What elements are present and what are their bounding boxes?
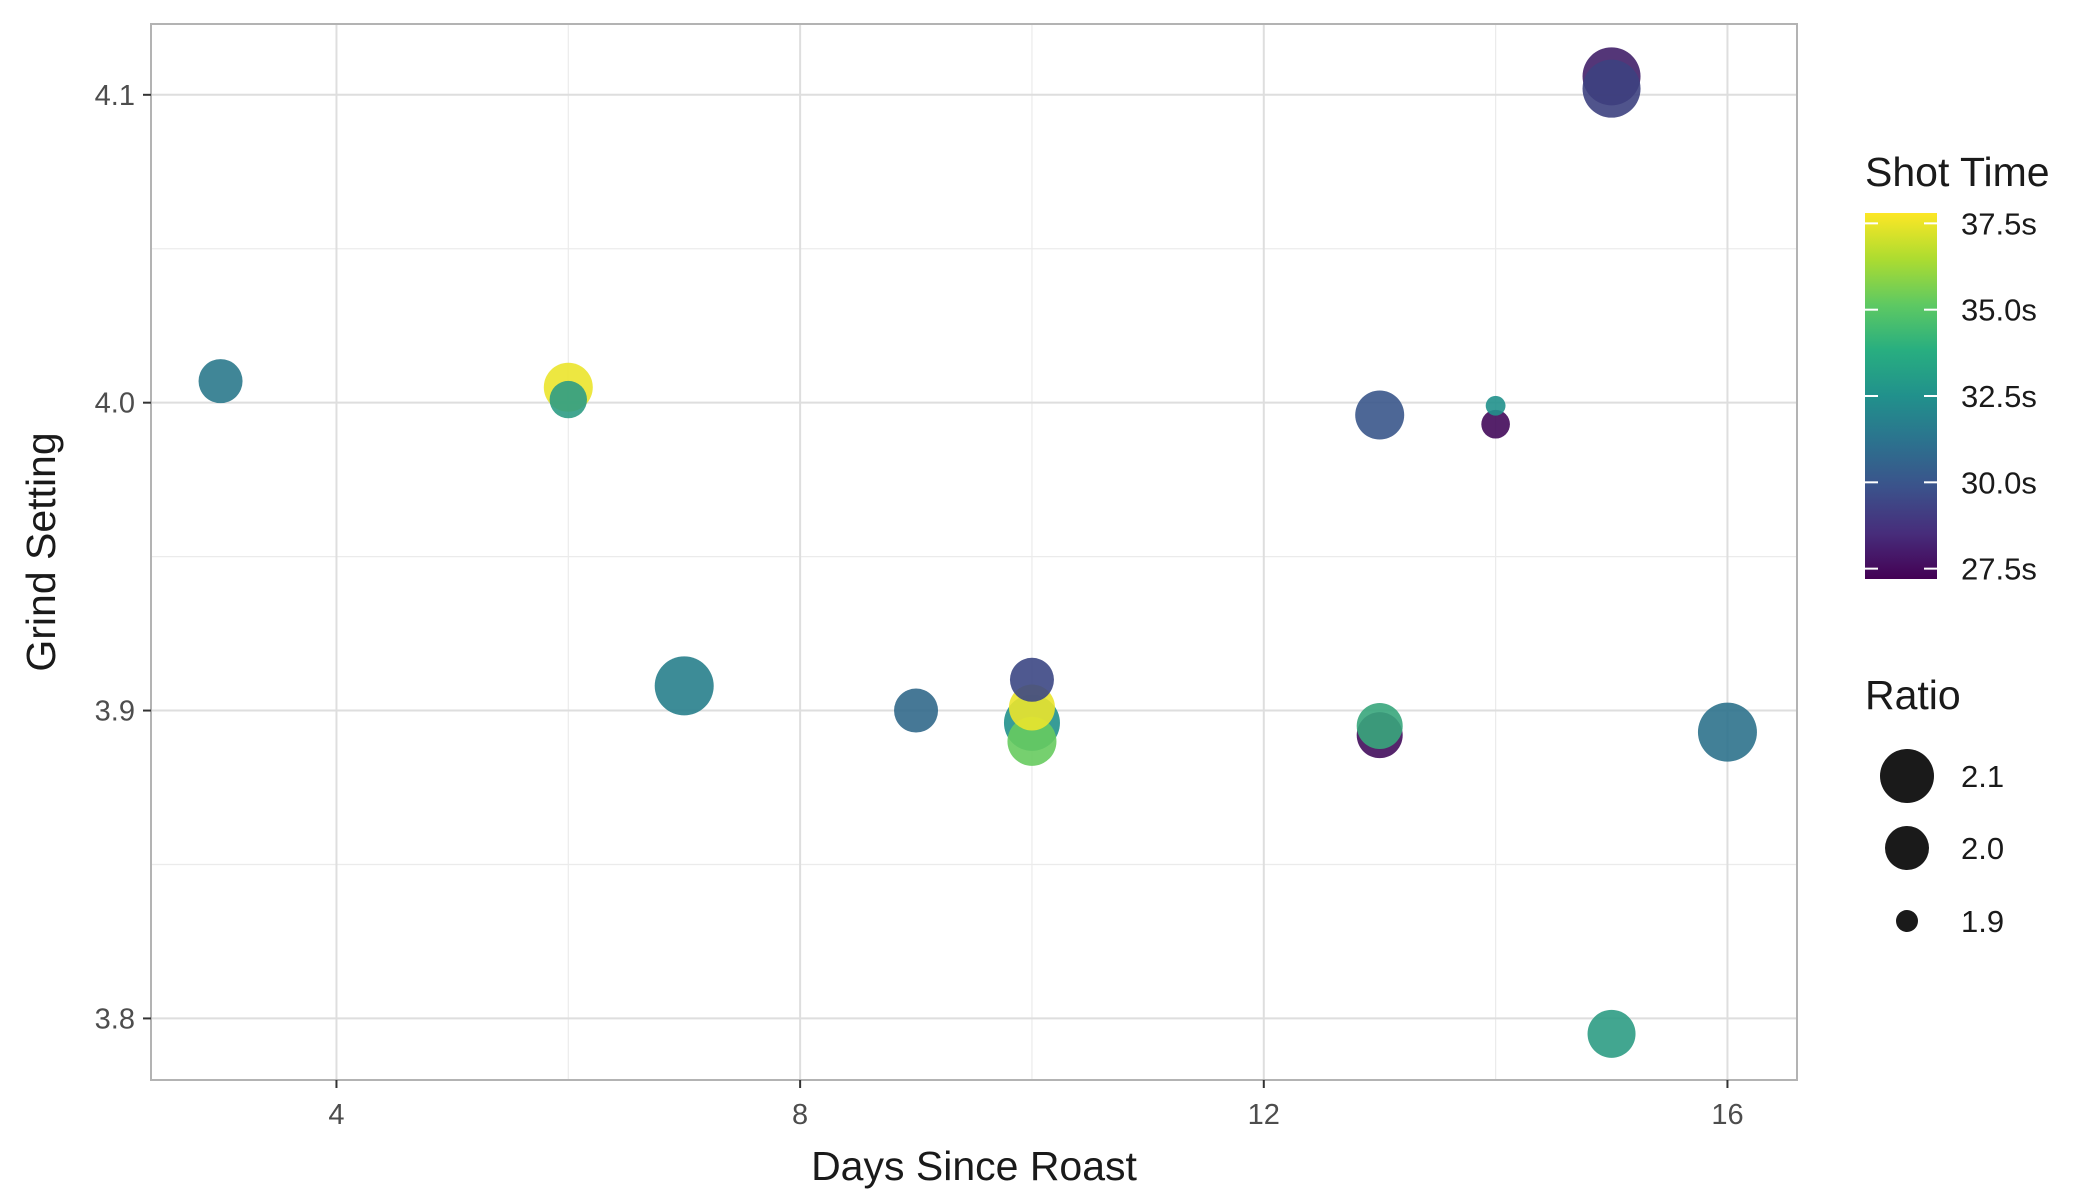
data-point xyxy=(1009,657,1054,702)
plot-background xyxy=(151,24,1797,1080)
plot-border xyxy=(150,23,1798,1081)
colorbar-ticks: 37.5s 35.0s 32.5s 30.0s 27.5s xyxy=(1865,206,2037,587)
x-tick-label: 12 xyxy=(1248,1099,1280,1131)
colorbar-tick-label: 27.5s xyxy=(1961,552,2037,587)
y-tick-label: 3.9 xyxy=(95,696,135,728)
y-tick-label: 3.8 xyxy=(95,1003,135,1035)
y-tick-label: 4.0 xyxy=(95,388,135,420)
data-point xyxy=(1355,390,1405,440)
plot-panel xyxy=(150,23,1798,1081)
x-tick-label: 8 xyxy=(792,1099,808,1131)
x-tick-label: 16 xyxy=(1711,1099,1743,1131)
y-axis: 3.8 3.9 4.0 4.1 xyxy=(95,80,151,1035)
data-point xyxy=(1485,395,1506,416)
colorbar-tick-label: 35.0s xyxy=(1961,293,2037,328)
data-point xyxy=(894,688,939,733)
ratio-legend-keys: 2.1 2.0 1.9 xyxy=(1880,749,2004,939)
major-gridlines xyxy=(151,24,1797,1080)
ratio-legend: Ratio 2.1 2.0 1.9 xyxy=(1865,672,2004,939)
data-point xyxy=(1007,716,1057,766)
data-points xyxy=(198,47,1757,1058)
data-point xyxy=(1356,702,1403,749)
colorbar-tick-label: 37.5s xyxy=(1961,206,2037,241)
minor-gridlines xyxy=(151,24,1797,1080)
shot-time-legend-title: Shot Time xyxy=(1865,149,2050,195)
colorbar-tick-label: 32.5s xyxy=(1961,379,2037,414)
data-point xyxy=(549,380,587,419)
ratio-legend-key xyxy=(1885,826,1929,870)
x-axis: 4 8 12 16 xyxy=(328,1080,1744,1131)
data-point xyxy=(1481,409,1510,439)
ratio-legend-key xyxy=(1896,910,1918,932)
data-point xyxy=(654,656,714,716)
data-point xyxy=(1697,702,1757,762)
data-point xyxy=(1582,59,1641,118)
shot-time-legend: Shot Time 37.5s 35.0s 32.5s 30.0s 27.5s xyxy=(1865,149,2050,587)
ratio-legend-label: 2.1 xyxy=(1961,759,2004,794)
ratio-legend-label: 1.9 xyxy=(1961,904,2004,939)
ratio-legend-title: Ratio xyxy=(1865,672,1961,718)
colorbar-tick-label: 30.0s xyxy=(1961,465,2037,500)
ratio-legend-key xyxy=(1880,749,1934,803)
data-point xyxy=(1587,1009,1636,1058)
y-axis-title: Grind Setting xyxy=(18,432,64,671)
x-tick-label: 4 xyxy=(328,1099,344,1131)
x-axis-title: Days Since Roast xyxy=(811,1143,1137,1189)
ratio-legend-label: 2.0 xyxy=(1961,831,2004,866)
y-tick-label: 4.1 xyxy=(95,80,135,112)
data-point xyxy=(198,359,243,404)
